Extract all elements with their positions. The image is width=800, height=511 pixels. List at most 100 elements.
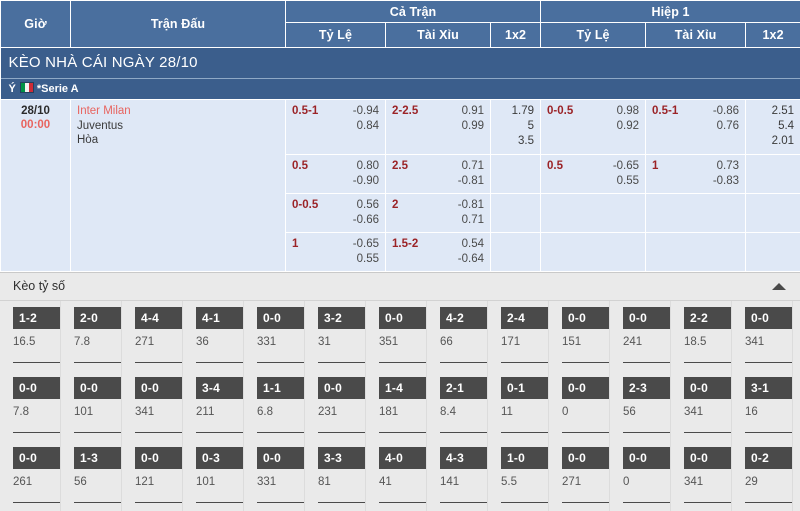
score-chip[interactable]: 0-0: [623, 307, 670, 329]
score-chip[interactable]: 0-0: [684, 377, 731, 399]
cell-h1-handicap[interactable]: [541, 233, 646, 272]
score-chip[interactable]: 1-3: [74, 447, 121, 469]
score-chip[interactable]: 2-4: [501, 307, 548, 329]
cell-h1-over-under[interactable]: 0.5-1 -0.86 0.76: [646, 100, 746, 155]
odd-value-away[interactable]: -0.66: [292, 213, 379, 228]
cell-h1-handicap[interactable]: 0.5 -0.65 0.55: [541, 155, 646, 194]
odd-value-away[interactable]: -0.90: [292, 174, 379, 189]
odd-value-1[interactable]: 1.79: [497, 104, 534, 119]
score-chip[interactable]: 1-1: [257, 377, 304, 399]
score-chip[interactable]: 2-3: [623, 377, 670, 399]
score-chip[interactable]: 0-0: [13, 447, 60, 469]
score-cell[interactable]: 3-016: [793, 371, 800, 441]
odd-value-away[interactable]: 0.55: [292, 252, 379, 267]
odd-value-away[interactable]: 0.92: [547, 119, 639, 134]
draw-label[interactable]: Hòa: [77, 133, 279, 148]
odd-value-2[interactable]: 3.5: [497, 134, 534, 149]
score-chip[interactable]: 0-0: [257, 307, 304, 329]
score-chip[interactable]: 4-3: [440, 447, 487, 469]
score-chip[interactable]: 4-0: [379, 447, 426, 469]
score-chip[interactable]: 3-2: [318, 307, 365, 329]
cell-h1-over-under[interactable]: 1 0.73 -0.83: [646, 155, 746, 194]
odd-value-under[interactable]: 0.99: [392, 119, 484, 134]
odd-value-2[interactable]: 2.01: [752, 134, 794, 149]
score-chip[interactable]: 0-0: [562, 377, 609, 399]
score-chip[interactable]: 0-2: [745, 447, 792, 469]
cell-h1-over-under[interactable]: [646, 233, 746, 272]
cell-h1-handicap[interactable]: [541, 194, 646, 233]
odd-value-under[interactable]: -0.81: [392, 174, 484, 189]
score-chip[interactable]: 0-0: [562, 447, 609, 469]
score-chip[interactable]: 0-0: [684, 447, 731, 469]
odd-value-1[interactable]: 2.51: [752, 104, 794, 119]
score-chip[interactable]: 2-1: [440, 377, 487, 399]
score-chip[interactable]: 2-2: [684, 307, 731, 329]
cell-h1-1x2[interactable]: [746, 155, 800, 194]
cell-ft-over-under[interactable]: 2 -0.81 0.71: [386, 194, 491, 233]
cell-h1-1x2[interactable]: [746, 194, 800, 233]
cell-ft-handicap[interactable]: 0.5 0.80 -0.90: [286, 155, 386, 194]
score-chip[interactable]: 0-0: [135, 377, 182, 399]
cell-ft-over-under[interactable]: 2-2.5 0.91 0.99: [386, 100, 491, 155]
cell-ft-1x2[interactable]: [491, 233, 541, 272]
odd-value-x[interactable]: 5: [497, 119, 534, 134]
odd-value-home[interactable]: -0.65: [292, 237, 379, 252]
score-cell[interactable]: 0-4261: [793, 301, 800, 371]
score-chip[interactable]: 0-0: [623, 447, 670, 469]
score-chip[interactable]: 0-0: [562, 307, 609, 329]
score-chip[interactable]: 4-4: [135, 307, 182, 329]
score-chip[interactable]: 0-0: [318, 377, 365, 399]
odd-value-under[interactable]: 0.76: [652, 119, 739, 134]
cell-h1-over-under[interactable]: [646, 194, 746, 233]
cell-ft-handicap[interactable]: 1 -0.65 0.55: [286, 233, 386, 272]
score-chip[interactable]: 2-0: [74, 307, 121, 329]
odd-value-under[interactable]: -0.83: [652, 174, 739, 189]
score-chip[interactable]: 0-0: [257, 447, 304, 469]
cell-h1-handicap[interactable]: 0-0.5 0.98 0.92: [541, 100, 646, 155]
score-chip[interactable]: 1-0: [501, 447, 548, 469]
score-chip[interactable]: 0-0: [745, 307, 792, 329]
score-chip[interactable]: 3-1: [745, 377, 792, 399]
cell-ft-1x2[interactable]: 1.79 5 3.5: [491, 100, 541, 155]
odd-value-x[interactable]: 5.4: [752, 119, 794, 134]
cell-ft-handicap[interactable]: 0-0.5 0.56 -0.66: [286, 194, 386, 233]
triangle-up-icon[interactable]: [772, 283, 786, 290]
score-chip[interactable]: 0-1: [501, 377, 548, 399]
odd-value-under[interactable]: 0.71: [392, 213, 484, 228]
score-chip[interactable]: 1-4: [379, 377, 426, 399]
team-home[interactable]: Inter Milan: [77, 104, 279, 119]
score-chip[interactable]: 1-2: [13, 307, 60, 329]
cell-ft-over-under[interactable]: 1.5-2 0.54 -0.64: [386, 233, 491, 272]
cell-ft-1x2[interactable]: [491, 194, 541, 233]
score-chip[interactable]: 0-3: [196, 447, 243, 469]
